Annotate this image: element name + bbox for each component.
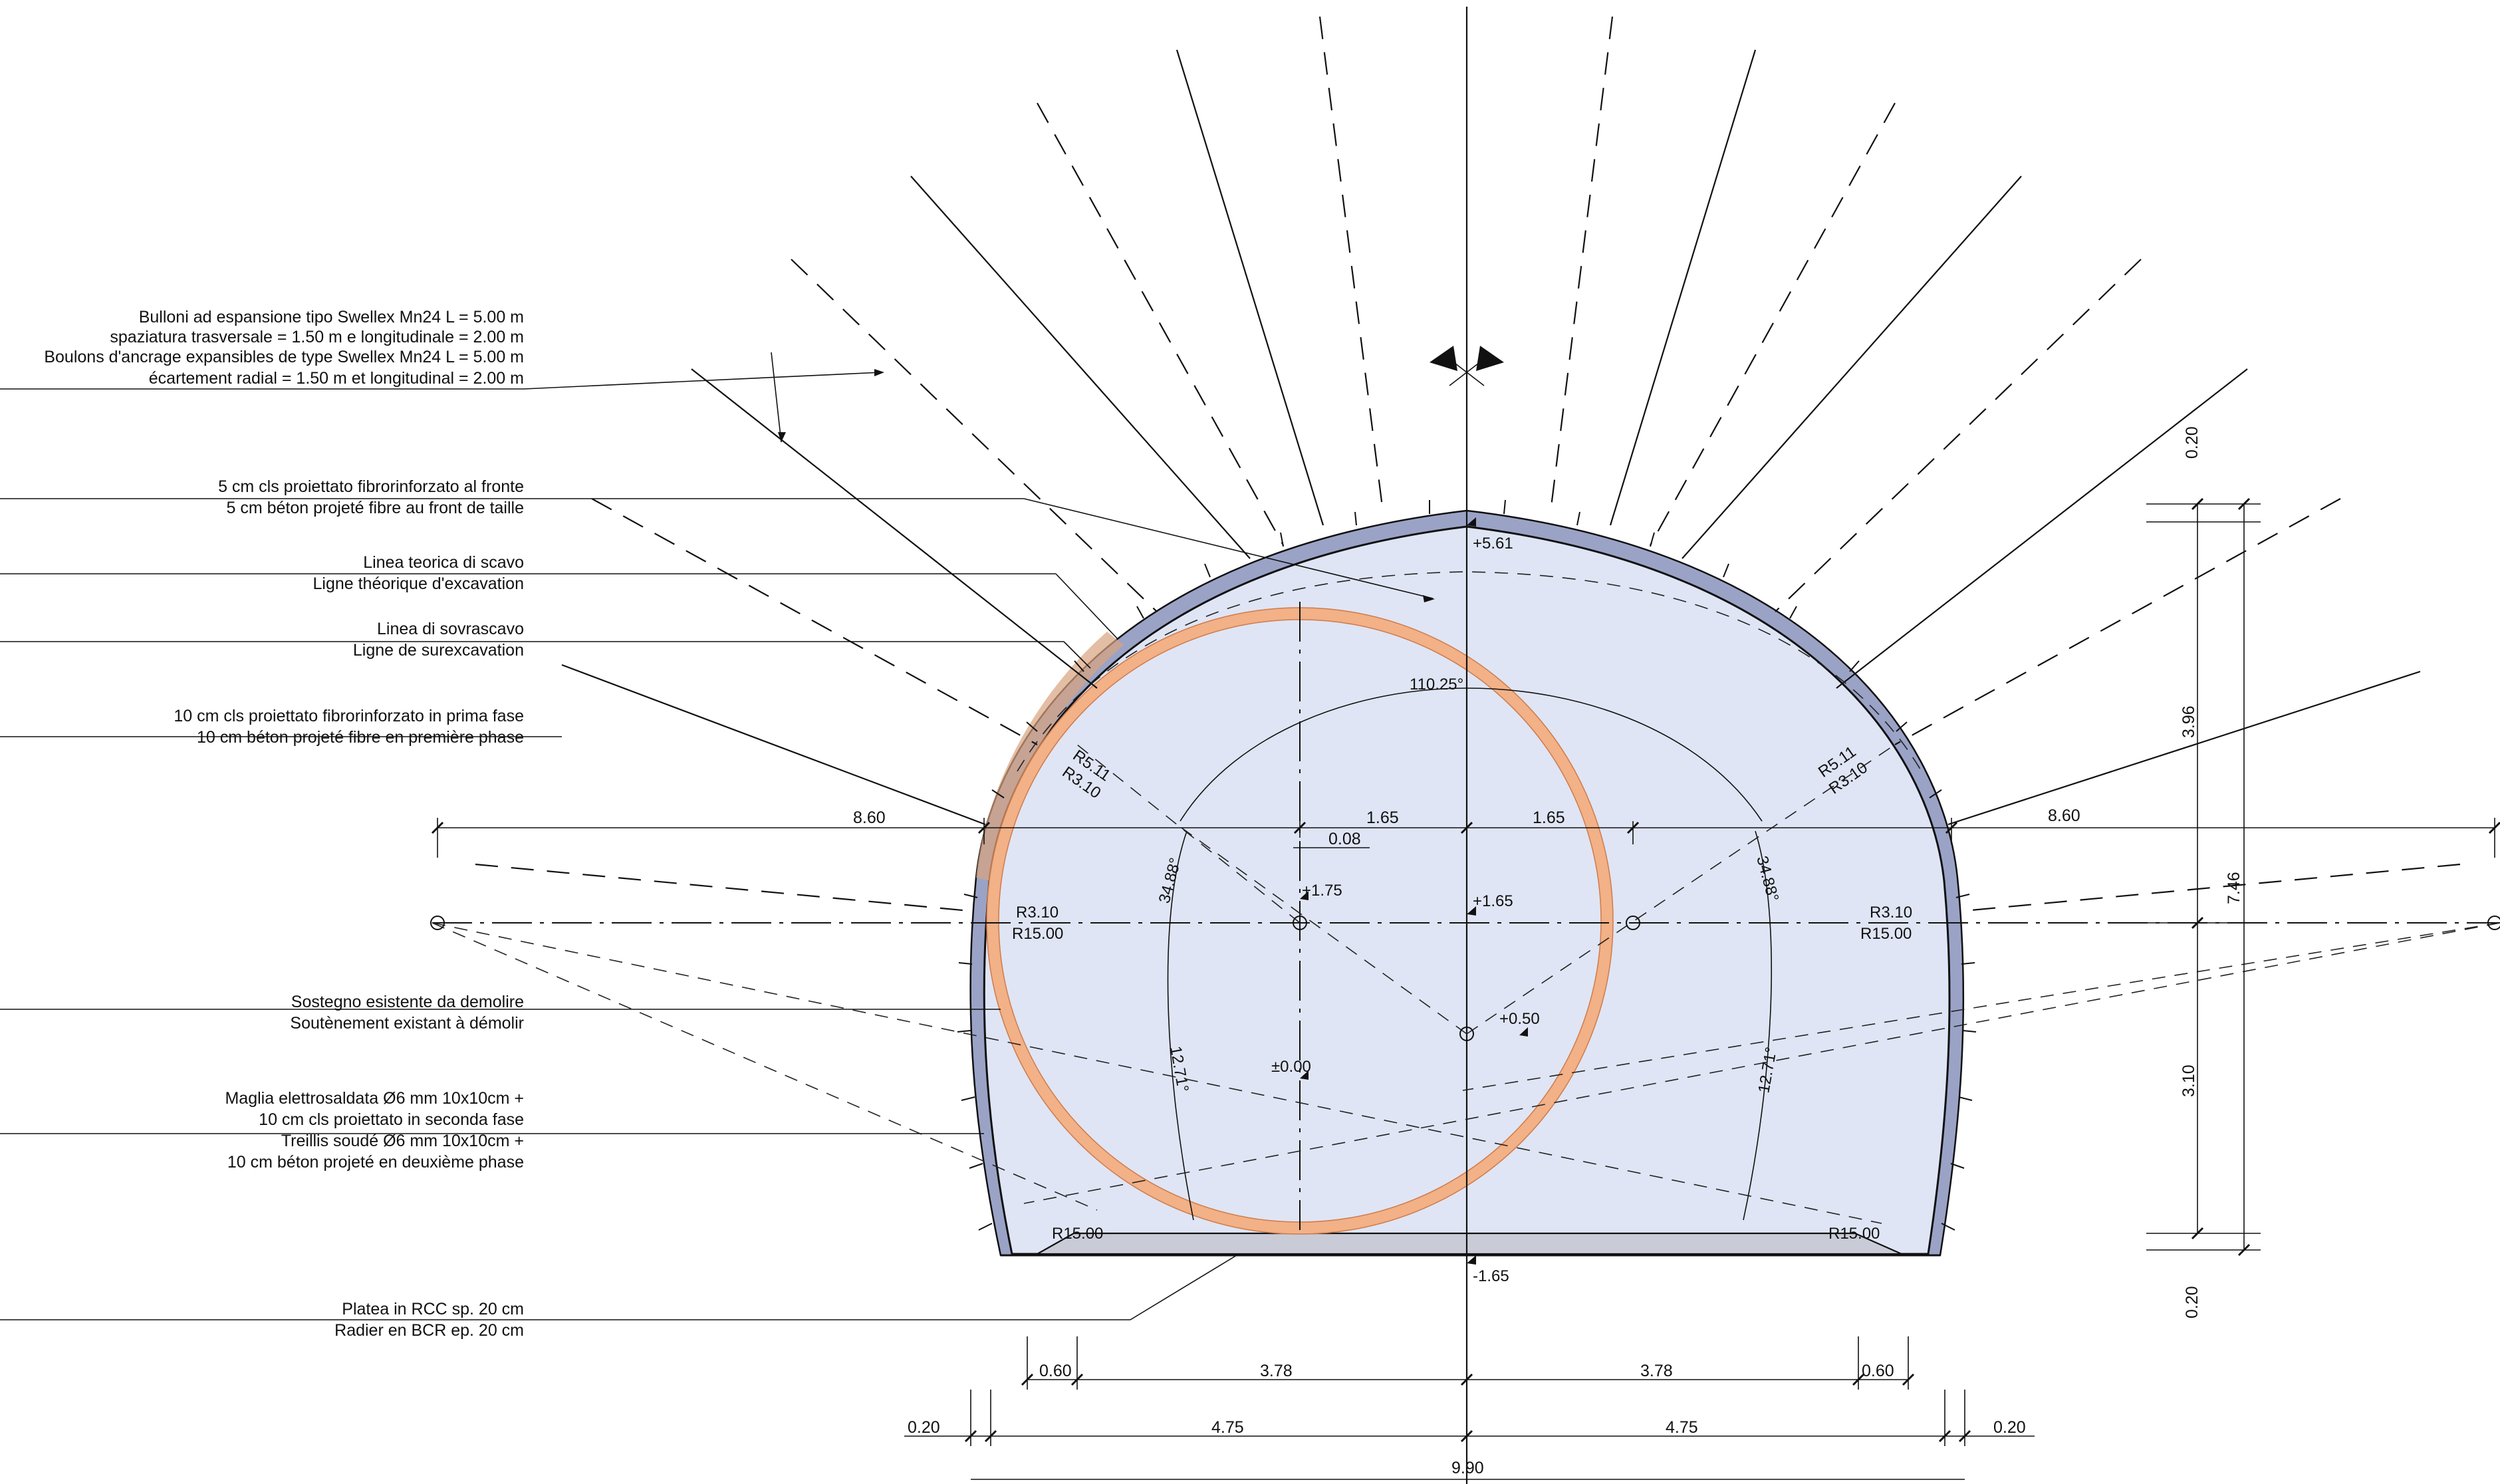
callout-second-phase-line1: Maglia elettrosaldata Ø6 mm 10x10cm + [225, 1089, 524, 1108]
invert-slab [1034, 1232, 1902, 1255]
dim-v-020-bottom: 0.20 [2183, 1286, 2201, 1318]
level-center-low: +0.50 [1499, 1010, 1540, 1028]
dim-v-310: 3.10 [2180, 1064, 2198, 1097]
callout-existing-line1: Sostegno esistente da demolire [291, 993, 524, 1011]
level-center-mid: +1.65 [1473, 892, 1513, 910]
dim-v-020-top: 0.20 [2183, 426, 2201, 459]
callout-bolts-line3: Boulons d'ancrage expansibles de type Sw… [44, 348, 524, 366]
dim-top-left: 8.60 [853, 808, 886, 827]
construction-arc-inner [1180, 687, 1763, 822]
callout-invert-line2: Radier en BCR ep. 20 cm [334, 1321, 524, 1340]
dim-bot-475-left: 4.75 [1211, 1418, 1244, 1437]
dim-v-396: 3.96 [2180, 705, 2198, 738]
callout-first-phase-line1: 10 cm cls proiettato fibrorinforzato in … [174, 707, 524, 725]
rock-bolts-solid [561, 49, 2421, 826]
dim-bot-475-right: 4.75 [1666, 1418, 1698, 1437]
axis-arrow-left [1430, 346, 1457, 371]
dim-v-746: 7.46 [2225, 872, 2243, 904]
callout-leaders [0, 352, 1435, 1320]
level-zero: ±0.00 [1271, 1058, 1311, 1076]
callout-existing-line2: Soutènement existant à démolir [290, 1014, 524, 1033]
dim-bot-378-left: 3.78 [1260, 1362, 1293, 1380]
radius-r1500-bottom-left: R15.00 [1052, 1225, 1103, 1243]
callout-second-phase-line4: 10 cm béton projeté en deuxième phase [227, 1153, 524, 1172]
dim-mid-165-right: 1.65 [1533, 808, 1565, 827]
level-center-left: +1.75 [1302, 882, 1342, 900]
construction-arc-right [1743, 830, 1772, 1221]
lining-ticks [957, 499, 1977, 1231]
axis-arrow-right [1476, 346, 1504, 371]
radius-r310-right: R3.10 [1870, 904, 1912, 922]
radius-r1500-left: R15.00 [1012, 925, 1063, 943]
radius-r1500-right: R15.00 [1860, 925, 1912, 943]
callout-invert-line1: Platea in RCC sp. 20 cm [342, 1300, 524, 1318]
dim-bot-060-right: 0.60 [1862, 1362, 1894, 1380]
dim-top-right: 8.60 [2048, 806, 2080, 825]
callout-bolts-line1: Bulloni ad espansione tipo Swellex Mn24 … [139, 308, 524, 326]
callout-face-line1: 5 cm cls proiettato fibrorinforzato al f… [218, 477, 524, 496]
callout-second-phase-line2: 10 cm cls proiettato in seconda fase [259, 1110, 524, 1129]
dim-mid-165-left: 1.65 [1366, 808, 1399, 827]
dim-bot-020-left: 0.20 [908, 1418, 940, 1437]
level-floor: -1.65 [1473, 1267, 1509, 1285]
dim-total-width: 9.90 [1451, 1459, 1484, 1477]
construction-arc-left [1167, 830, 1194, 1221]
radius-r1500-bottom-right: R15.00 [1828, 1225, 1880, 1243]
construction-arc-crown [1017, 571, 1922, 772]
callout-second-phase-line3: Treillis soudé Ø6 mm 10x10cm + [281, 1132, 524, 1150]
center-markers [430, 916, 2500, 1041]
dim-offset: 0.08 [1328, 830, 1361, 848]
level-markers [1300, 517, 1528, 1265]
dimension-ticks [431, 497, 2500, 1443]
callout-bolts-line4: écartement radial = 1.50 m et longitudin… [149, 369, 524, 388]
dim-bot-378-right: 3.78 [1640, 1362, 1673, 1380]
callout-overbreak-line2: Ligne de surexcavation [353, 641, 524, 660]
callout-first-phase-line2: 10 cm béton projeté fibre en première ph… [197, 728, 524, 747]
overbreak-zone [976, 632, 1124, 881]
rock-bolts-dashed [475, 16, 2461, 912]
callout-theoretical-line2: Ligne théorique d'excavation [312, 574, 524, 593]
callout-theoretical-line1: Linea teorica di scavo [363, 553, 524, 572]
dim-bot-060-left: 0.60 [1039, 1362, 1072, 1380]
angle-crown: 110.25° [1410, 676, 1463, 693]
callout-overbreak-line1: Linea di sovrascavo [377, 620, 524, 638]
level-crown: +5.61 [1473, 535, 1513, 553]
callout-bolts-line2: spaziatura trasversale = 1.50 m e longit… [110, 328, 524, 346]
radius-r310-left: R3.10 [1016, 904, 1059, 922]
dim-bot-020-right: 0.20 [1993, 1418, 2026, 1437]
callout-face-line2: 5 cm béton projeté fibre au front de tai… [227, 499, 525, 517]
